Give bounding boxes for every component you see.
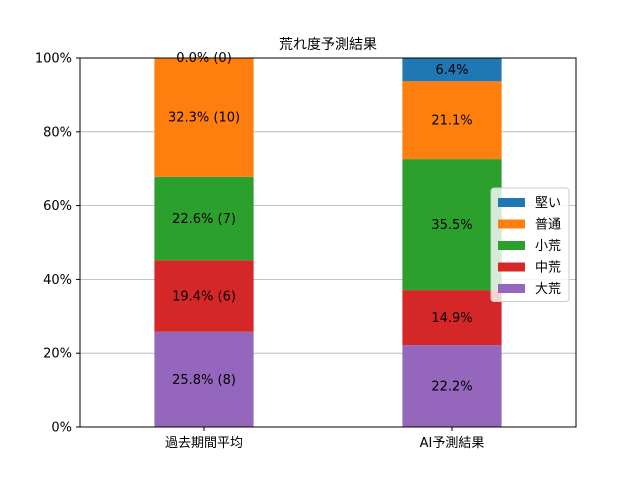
legend-swatch (498, 262, 525, 272)
plot-frame (79, 57, 577, 428)
bar-value-label: 19.4% (6) (172, 290, 236, 305)
y-tick-label: 80% (43, 125, 72, 140)
legend-swatch (498, 241, 525, 250)
legend-swatch (498, 198, 525, 207)
y-tick-label: 0% (51, 421, 72, 436)
bar-segment (154, 176, 254, 261)
bar-value-label: 32.3% (10) (168, 111, 240, 126)
bar-segment (402, 81, 502, 160)
y-tick-label: 100% (35, 52, 72, 67)
legend-label: 大荒 (535, 282, 561, 297)
y-axis: 0% 20% 40% 60% 80% 100% (35, 52, 80, 436)
bar-value-label: 14.9% (431, 311, 472, 326)
legend-label: 普通 (535, 218, 561, 233)
x-tick-label: 過去期間平均 (165, 436, 243, 451)
legend-swatch (498, 219, 525, 229)
bar-value-label: 6.4% (435, 63, 468, 78)
legend-label: 堅い (535, 196, 561, 211)
legend-label: 小荒 (535, 239, 561, 254)
bar-segment (154, 57, 254, 177)
x-tick-label: AI予測結果 (420, 436, 485, 451)
bar-value-label: 22.2% (431, 380, 472, 395)
bar-value-label: 35.5% (431, 218, 472, 233)
bar-value-label: 0.0% (0) (176, 51, 232, 66)
bar-segment (402, 290, 502, 346)
legend-label: 中荒 (535, 261, 561, 276)
bar-value-label: 22.6% (7) (172, 212, 236, 227)
bar-segment (402, 57, 502, 82)
y-tick-label: 40% (43, 273, 72, 288)
legend-box (490, 187, 570, 302)
bar-value-label: 21.1% (431, 114, 472, 129)
bar-value-label: 25.8% (8) (172, 373, 236, 388)
bar-segment (402, 345, 502, 427)
chart-title: 荒れ度予測結果 (279, 37, 377, 53)
x-axis: 過去期間平均 AI予測結果 (165, 427, 484, 451)
bar-segment (154, 331, 254, 427)
bar-segment (154, 260, 254, 332)
bars (154, 57, 502, 427)
bar-segment (402, 159, 502, 291)
legend-swatch (498, 284, 525, 293)
bar-value-labels: 25.8% (8) 19.4% (6) 22.6% (7) 32.3% (10) 0.0… (168, 51, 473, 394)
y-tick-label: 20% (43, 347, 72, 362)
y-tick-label: 60% (43, 199, 72, 214)
